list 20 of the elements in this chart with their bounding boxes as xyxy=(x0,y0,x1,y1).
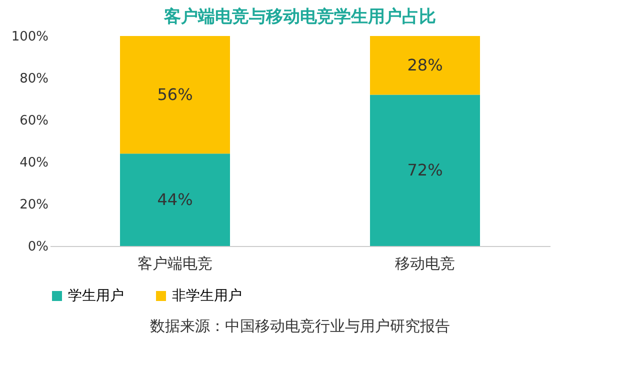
y-tick-label: 40% xyxy=(20,156,48,170)
data-label: 28% xyxy=(407,55,443,74)
bar xyxy=(370,94,480,246)
chart-title: 客户端电竞与移动电竞学生用户占比 xyxy=(163,7,436,27)
y-tick-label: 100% xyxy=(11,30,48,44)
y-tick-label: 20% xyxy=(20,198,48,212)
legend-label: 非学生用户 xyxy=(172,288,242,304)
y-tick-label: 80% xyxy=(20,72,48,86)
source-note: 数据来源：中国移动电竞行业与用户研究报告 xyxy=(150,317,450,335)
x-tick-label: 客户端电竞 xyxy=(138,254,212,272)
legend-label: 学生用户 xyxy=(68,288,124,304)
y-tick-label: 60% xyxy=(20,114,48,128)
data-label: 44% xyxy=(157,190,193,209)
y-tick-label: 0% xyxy=(28,240,48,254)
x-tick-label: 移动电竞 xyxy=(395,254,455,272)
bar xyxy=(120,154,230,246)
data-label: 56% xyxy=(157,84,193,104)
bar xyxy=(370,36,480,95)
bar xyxy=(120,36,230,154)
data-label: 72% xyxy=(407,160,443,180)
